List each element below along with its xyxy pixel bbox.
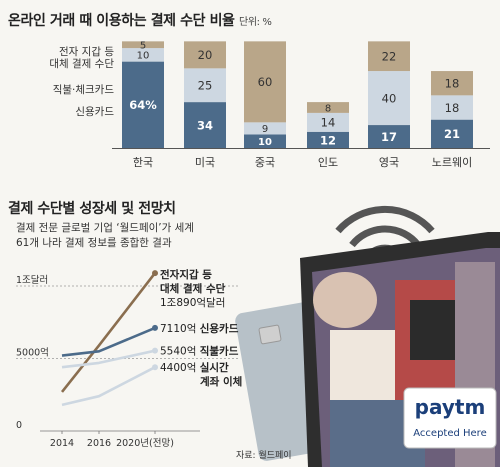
- bar-1-3: [307, 112, 349, 132]
- series-line-3: [61, 366, 156, 407]
- bar-value-label: 12: [320, 133, 336, 147]
- series-line-2: [61, 349, 156, 369]
- legend-ewallet: 전자 지갑 등 대체 결제 수단: [49, 46, 114, 70]
- bar-2-0: [122, 41, 164, 49]
- y-tick-label: 0: [16, 420, 22, 431]
- bar-1-2: [244, 122, 286, 135]
- svg-text:7110억 신용카드: 7110억 신용카드: [160, 322, 239, 335]
- paytm-sign: paytm Accepted Here: [403, 387, 497, 449]
- y-tick-label: 1조달러: [16, 274, 48, 286]
- bar-value-label: 60: [258, 75, 273, 89]
- bar-value-label: 18: [445, 77, 460, 91]
- series-line-0: [60, 272, 157, 393]
- unit-label: 단위: %: [239, 17, 272, 28]
- category-label: 한국: [133, 156, 153, 169]
- bar-value-label: 10: [137, 51, 150, 62]
- bar-1-1: [184, 68, 226, 103]
- bar-value-label: 40: [382, 91, 397, 105]
- svg-text:1조890억달러: 1조890억달러: [160, 297, 225, 309]
- bar-1-5: [431, 95, 473, 120]
- bar-0-5: [431, 119, 473, 148]
- svg-text:대체 결제 수단: 대체 결제 수단: [160, 282, 226, 295]
- bar-value-label: 25: [198, 79, 213, 93]
- svg-text:4400억 실시간: 4400억 실시간: [160, 361, 229, 374]
- x-tick-label: 2020년(전망): [116, 438, 174, 449]
- bar-2-2: [244, 41, 286, 123]
- bar-0-1: [184, 102, 226, 148]
- bar-value-label: 5: [140, 41, 146, 52]
- bar-value-label: 21: [444, 127, 460, 141]
- svg-text:계좌 이체: 계좌 이체: [200, 375, 242, 388]
- svg-text:5540억 직불카드: 5540억 직불카드: [160, 345, 239, 358]
- legend-debit: 직불·체크카드: [52, 84, 114, 96]
- bar-0-2: [244, 134, 286, 148]
- bar-value-label: 18: [445, 101, 460, 115]
- debit-annotation: 5540억 직불카드: [160, 345, 239, 358]
- category-label: 미국: [195, 156, 215, 169]
- bar-value-label: 17: [381, 130, 397, 144]
- source-note: 자료: 월드페이: [236, 451, 292, 461]
- bar-value-label: 20: [198, 48, 213, 62]
- bar-value-label: 10: [258, 137, 272, 148]
- x-tick-label: 2014: [50, 438, 74, 449]
- bar-value-label: 34: [197, 118, 213, 132]
- bar-0-4: [368, 125, 410, 148]
- category-label: 노르웨이: [432, 156, 472, 169]
- bar-2-3: [307, 102, 349, 113]
- series-end-point-3: [152, 364, 158, 371]
- bar-2-5: [431, 71, 473, 96]
- line-chart-subtitle: 결제 전문 글로벌 기업 ‘월드페이’가 세계 61개 나라 결제 정보를 종합…: [16, 222, 194, 249]
- series-end-point-0: [152, 270, 158, 277]
- bar-value-label: 22: [382, 50, 397, 64]
- y-tick-label: 5000억: [16, 347, 49, 359]
- category-label: 인도: [318, 156, 338, 169]
- bar-chart: 64%105한국342520미국10960중국12148인도174022영국21…: [112, 41, 490, 169]
- credit-annotation: 7110억 신용카드: [160, 322, 239, 335]
- bar-1-4: [368, 71, 410, 126]
- line-chart-title: 결제 수단별 성장세 및 전망치: [8, 201, 176, 217]
- legend-credit: 신용카드: [75, 106, 114, 118]
- payment-illustration: paytm Accepted Here: [235, 206, 500, 467]
- paytm-logo-text: paytm: [415, 395, 486, 419]
- bar-1-0: [122, 48, 164, 62]
- series-end-point-1: [152, 324, 158, 331]
- category-label: 중국: [255, 156, 275, 169]
- bar-0-3: [307, 131, 349, 148]
- series-end-point-2: [152, 347, 158, 354]
- bar-value-label: 9: [262, 124, 268, 135]
- bar-2-4: [368, 41, 410, 72]
- bar-2-1: [184, 41, 226, 69]
- paytm-accepted-text: Accepted Here: [413, 428, 486, 439]
- ewallet-annotation: 전자지갑 등대체 결제 수단 1조890억달러: [160, 268, 226, 309]
- svg-text:전자지갑 등: 전자지갑 등: [160, 268, 212, 281]
- category-label: 영국: [379, 156, 399, 169]
- x-tick-label: 2016: [87, 438, 111, 449]
- series-line-1: [61, 326, 156, 357]
- bar-chart-title: 온라인 거래 때 이용하는 결제 수단 비율 단위: %: [8, 13, 272, 29]
- bar-value-label: 14: [321, 116, 336, 130]
- bar-value-label: 8: [325, 103, 331, 114]
- bar-0-0: [122, 61, 164, 148]
- bar-value-label: 64%: [129, 98, 157, 112]
